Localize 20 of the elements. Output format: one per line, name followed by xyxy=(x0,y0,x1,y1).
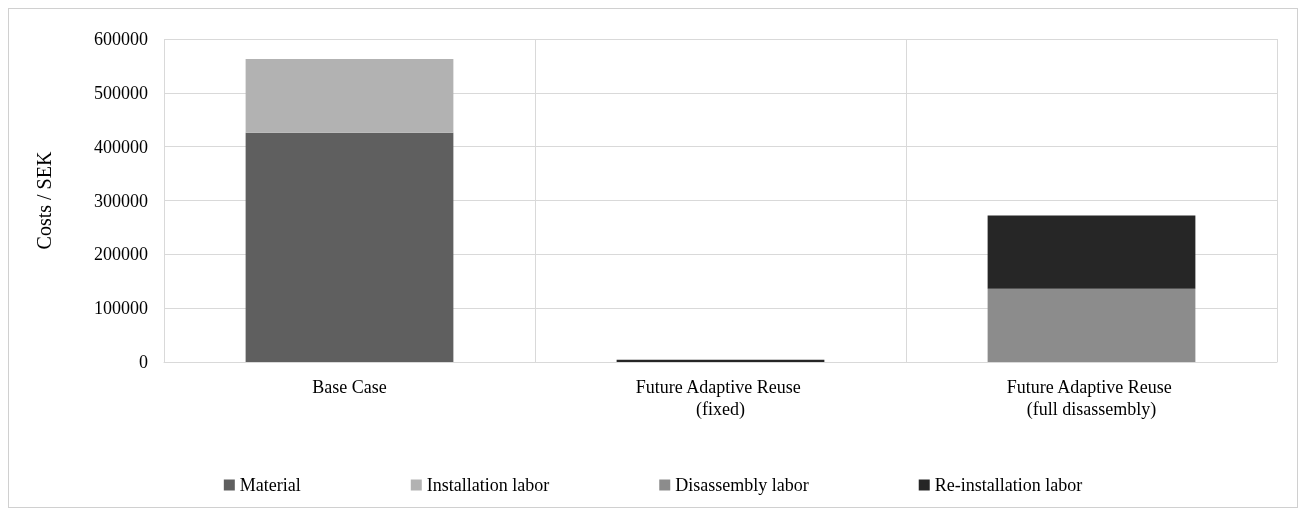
x-tick-label: Base Case xyxy=(312,377,387,397)
bar xyxy=(987,215,1196,289)
bar xyxy=(245,132,454,362)
x-tick-label: Future Adaptive Reuse (fixed) xyxy=(635,377,806,420)
y-tick-label: 300000 xyxy=(94,190,148,211)
y-axis-title: Costs / SEK xyxy=(33,151,55,250)
legend-label: Material xyxy=(239,475,301,495)
bar xyxy=(616,359,825,362)
y-tick-label: 400000 xyxy=(94,136,148,157)
legend-label: Disassembly labor xyxy=(675,475,809,495)
bar xyxy=(987,288,1196,362)
y-tick-label: 0 xyxy=(139,352,148,372)
y-tick-label: 100000 xyxy=(94,298,148,319)
y-tick-label: 600000 xyxy=(94,29,148,49)
x-tick-label: Future Adaptive Reuse (full disassembly) xyxy=(1006,377,1177,420)
legend-label: Installation labor xyxy=(426,475,550,495)
y-tick-label: 500000 xyxy=(94,82,148,103)
y-tick-label: 200000 xyxy=(94,244,148,265)
legend-label: Re-installation labor xyxy=(934,475,1083,495)
bar xyxy=(245,58,454,133)
